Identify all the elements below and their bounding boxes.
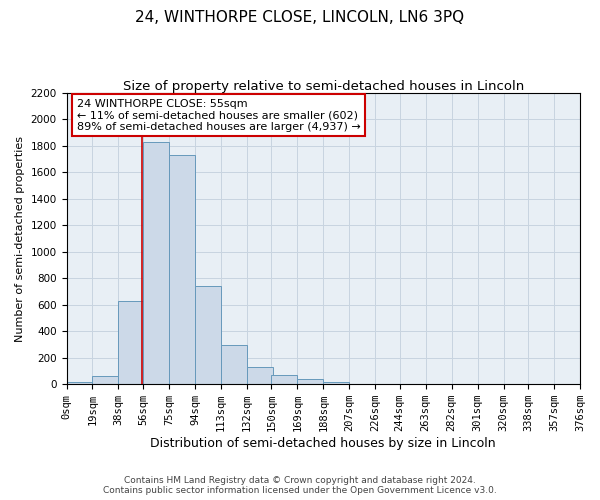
Title: Size of property relative to semi-detached houses in Lincoln: Size of property relative to semi-detach… — [122, 80, 524, 93]
Bar — [323, 382, 349, 384]
Bar — [92, 376, 118, 384]
Bar — [195, 286, 221, 384]
Text: Contains HM Land Registry data © Crown copyright and database right 2024.
Contai: Contains HM Land Registry data © Crown c… — [103, 476, 497, 495]
Bar — [169, 155, 195, 384]
Y-axis label: Number of semi-detached properties: Number of semi-detached properties — [15, 136, 25, 342]
Text: 24, WINTHORPE CLOSE, LINCOLN, LN6 3PQ: 24, WINTHORPE CLOSE, LINCOLN, LN6 3PQ — [136, 10, 464, 25]
Bar — [298, 379, 323, 384]
X-axis label: Distribution of semi-detached houses by size in Lincoln: Distribution of semi-detached houses by … — [151, 437, 496, 450]
Bar — [67, 382, 92, 384]
Bar — [247, 367, 273, 384]
Bar — [221, 344, 247, 384]
Bar — [143, 142, 169, 384]
Bar — [271, 375, 298, 384]
Bar — [118, 302, 145, 384]
Text: 24 WINTHORPE CLOSE: 55sqm
← 11% of semi-detached houses are smaller (602)
89% of: 24 WINTHORPE CLOSE: 55sqm ← 11% of semi-… — [77, 99, 361, 132]
